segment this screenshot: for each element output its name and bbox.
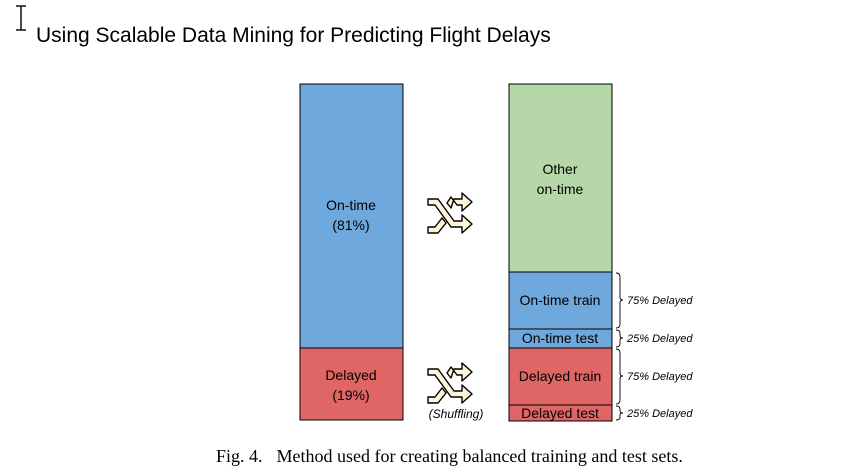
figure-caption: Fig. 4. Method used for creating balanced…	[216, 446, 683, 467]
brace-ontime-test	[615, 329, 624, 348]
right-delayed-test-label: Delayed test	[521, 405, 599, 421]
right-other-block	[508, 83, 613, 273]
right-other-line1: Other	[542, 161, 577, 177]
right-delayed-train-block	[508, 347, 613, 406]
shuffle-icon	[427, 192, 473, 234]
left-delayed-pct: (19%)	[332, 387, 369, 403]
brace-ontime-train	[615, 272, 624, 329]
right-delayed-test-block	[508, 404, 613, 422]
brace-delayed-test	[615, 405, 624, 421]
brace-delayed-train	[615, 348, 624, 405]
right-other-line2: on-time	[537, 181, 584, 197]
left-ontime-pct: (81%)	[332, 217, 369, 233]
annotation-delayed-train: 75% Delayed	[627, 371, 693, 383]
text-cursor-icon	[16, 5, 26, 31]
shuffling-label: (Shuffling)	[429, 407, 484, 421]
left-ontime-block	[299, 83, 404, 349]
shuffle-icon	[427, 362, 473, 404]
left-ontime-label: On-time	[326, 197, 376, 213]
right-ontime-test-label: On-time test	[522, 330, 598, 346]
annotation-ontime-test: 25% Delayed	[626, 333, 693, 345]
left-delayed-label: Delayed	[325, 367, 376, 383]
left-delayed-block	[299, 347, 404, 421]
right-ontime-train-label: On-time train	[520, 292, 601, 308]
annotation-delayed-test: 25% Delayed	[626, 408, 693, 420]
right-ontime-train-block	[508, 271, 613, 330]
figure-caption-text: Method used for creating balanced traini…	[276, 446, 683, 466]
figure-number: Fig. 4.	[216, 446, 263, 466]
right-delayed-train-label: Delayed train	[519, 368, 602, 384]
annotation-ontime-train: 75% Delayed	[627, 295, 693, 307]
page-header-title: Using Scalable Data Mining for Predictin…	[36, 24, 551, 47]
